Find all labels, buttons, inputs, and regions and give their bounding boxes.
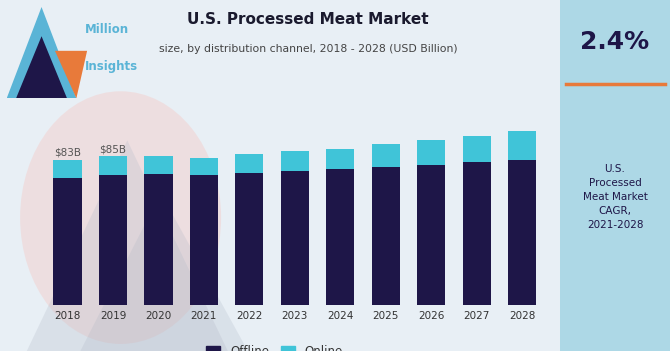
Bar: [508, 160, 536, 305]
Bar: [417, 140, 446, 165]
Text: Million: Million: [84, 23, 129, 37]
Bar: [462, 162, 490, 305]
Text: U.S. Processed Meat Market: U.S. Processed Meat Market: [188, 12, 429, 27]
Bar: [372, 144, 400, 167]
Bar: [144, 156, 172, 174]
Bar: [326, 148, 354, 169]
Bar: [190, 175, 218, 305]
Polygon shape: [27, 140, 228, 351]
Text: size, by distribution channel, 2018 - 2028 (USD Billion): size, by distribution channel, 2018 - 20…: [159, 44, 458, 54]
Bar: [462, 136, 490, 162]
Bar: [281, 151, 309, 171]
Text: 2.4%: 2.4%: [580, 30, 650, 54]
Polygon shape: [80, 193, 248, 351]
Bar: [190, 158, 218, 175]
Bar: [417, 165, 446, 305]
Ellipse shape: [20, 91, 221, 344]
Text: $85B: $85B: [99, 145, 127, 154]
Polygon shape: [7, 7, 76, 98]
Bar: [235, 173, 263, 305]
Bar: [54, 160, 82, 178]
Text: U.S.
Processed
Meat Market
CAGR,
2021-2028: U.S. Processed Meat Market CAGR, 2021-20…: [583, 164, 647, 230]
Bar: [508, 131, 536, 160]
Bar: [99, 174, 127, 305]
Bar: [54, 178, 82, 305]
Legend: Offline, Online: Offline, Online: [202, 340, 347, 351]
Polygon shape: [16, 36, 67, 98]
Polygon shape: [55, 51, 87, 98]
Text: $83B: $83B: [54, 148, 81, 158]
Bar: [372, 167, 400, 305]
Bar: [99, 156, 127, 174]
Bar: [235, 154, 263, 173]
Bar: [281, 171, 309, 305]
Bar: [144, 174, 172, 305]
Text: Insights: Insights: [84, 60, 137, 73]
Bar: [326, 169, 354, 305]
